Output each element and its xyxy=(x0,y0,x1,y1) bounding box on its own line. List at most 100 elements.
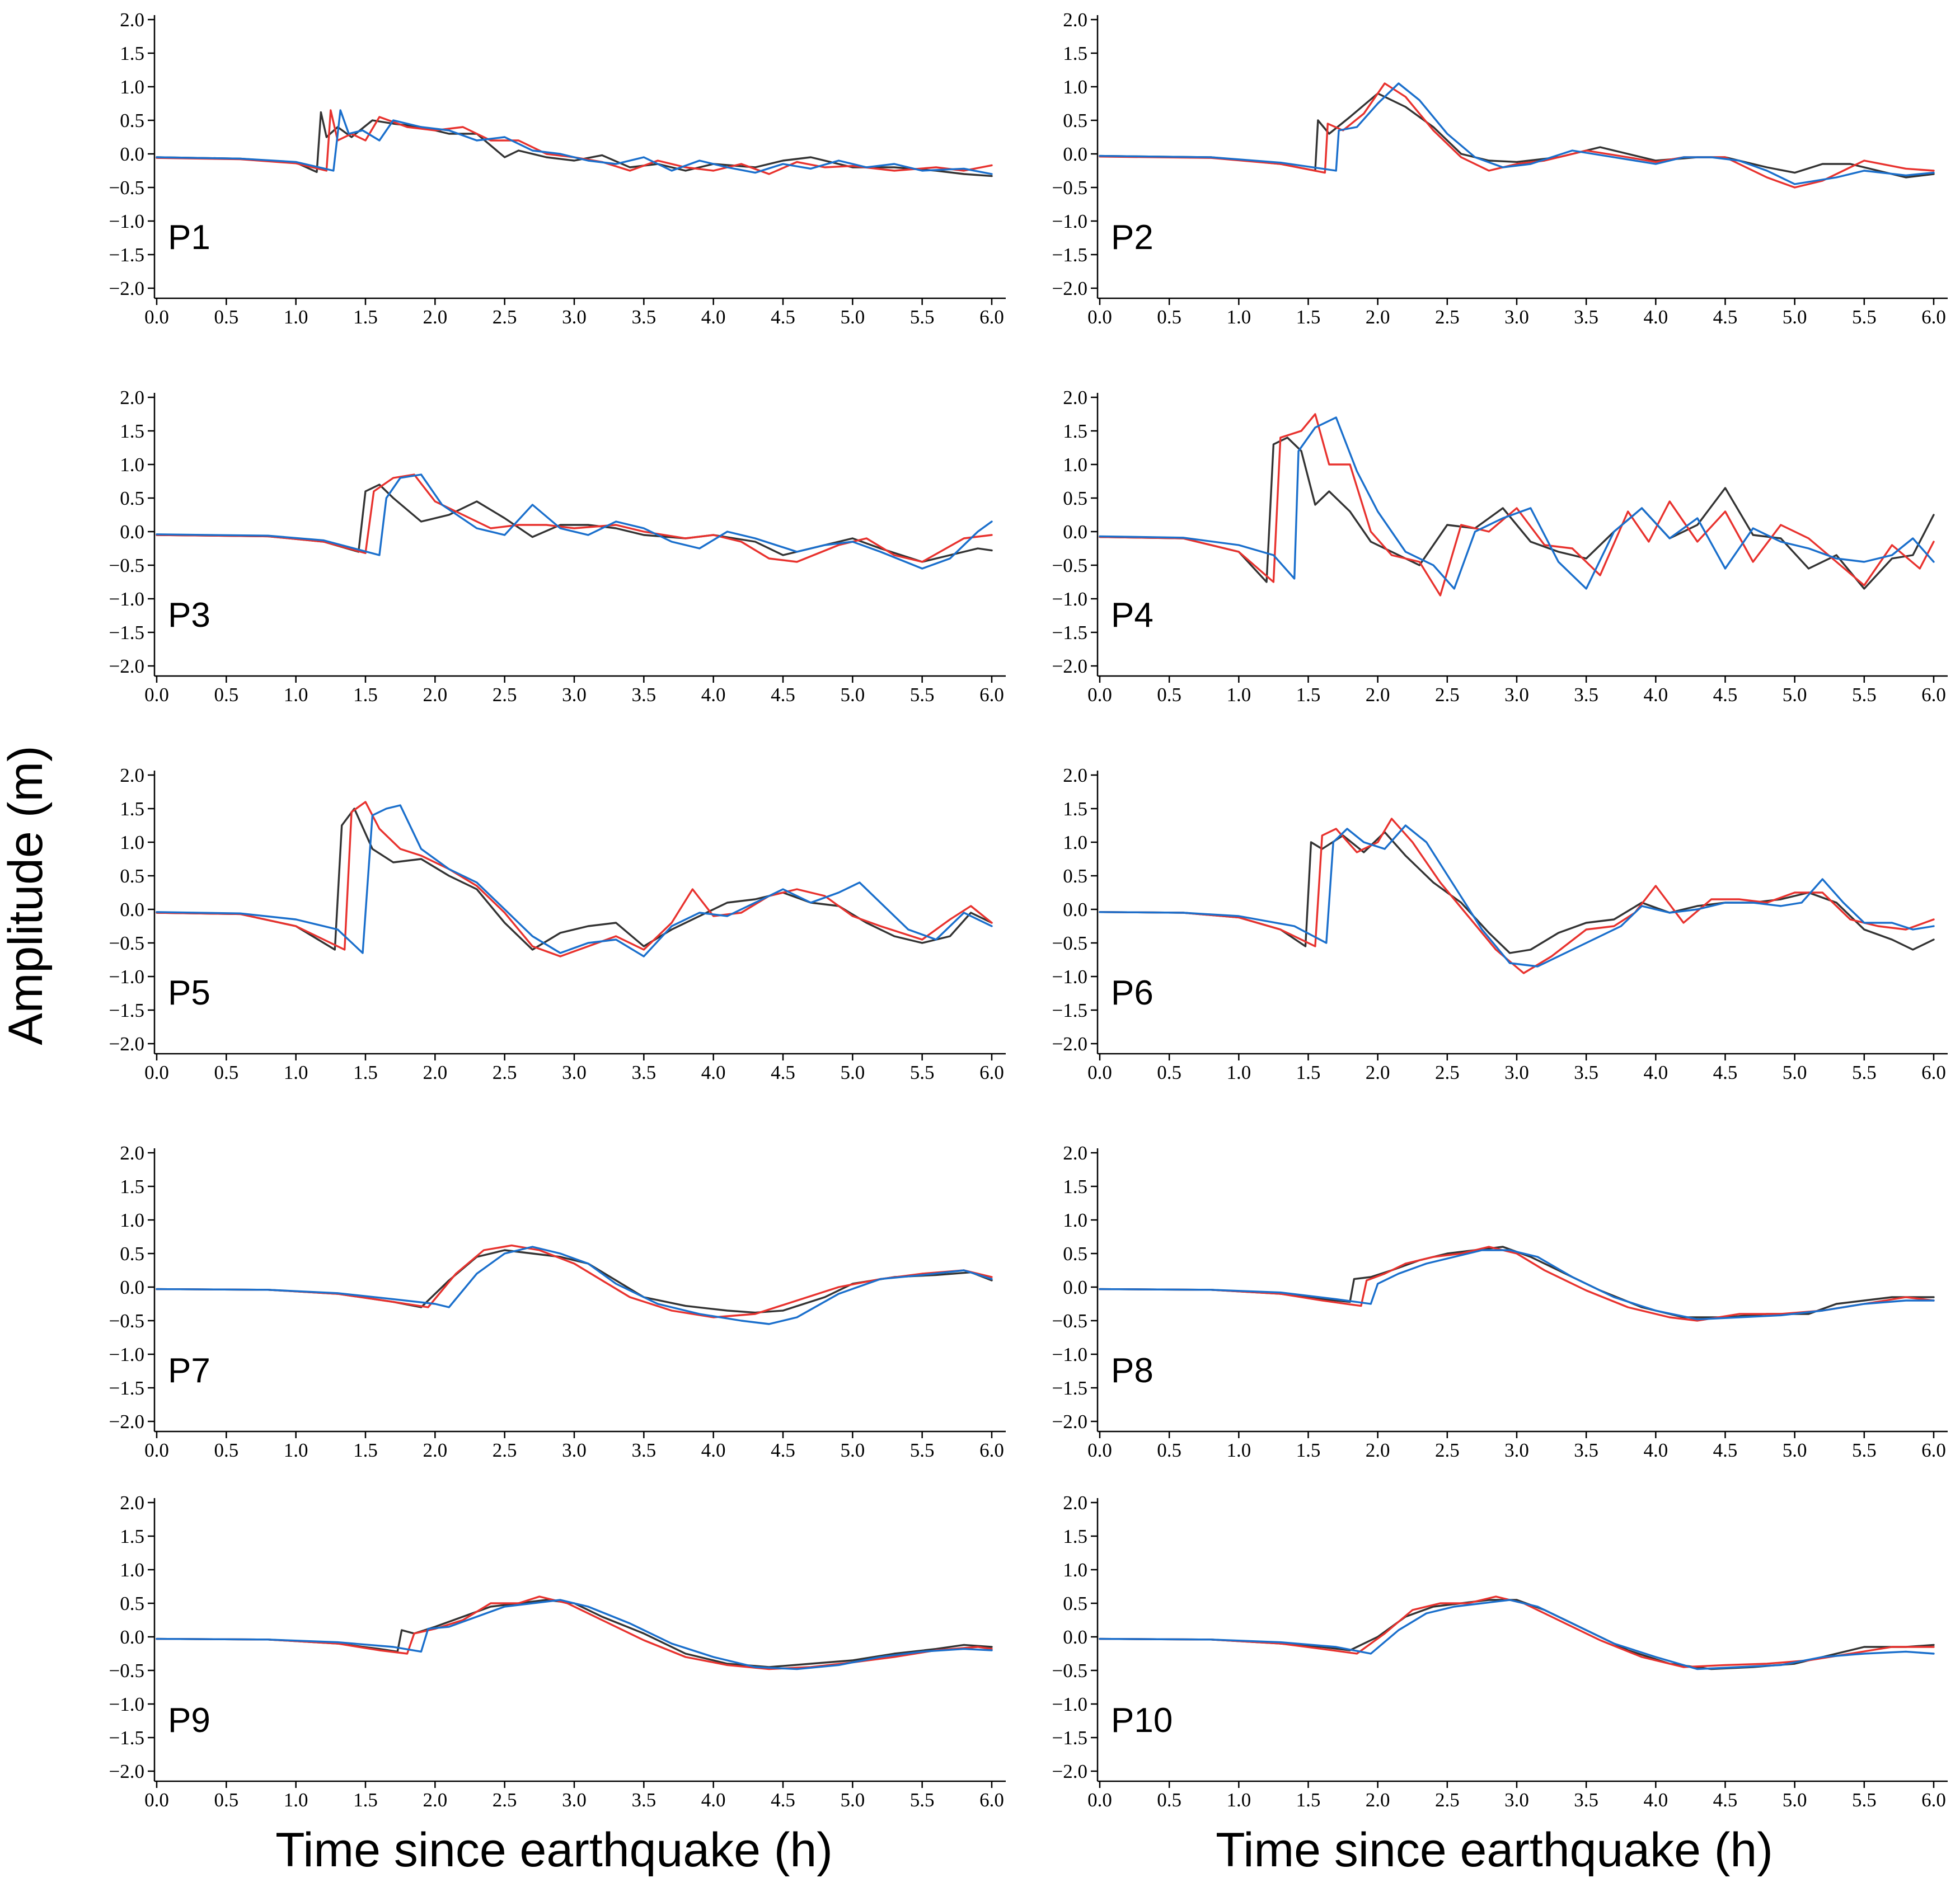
x-tick-label: 0.0 xyxy=(144,1439,169,1461)
x-tick-label: 4.0 xyxy=(1643,684,1668,706)
y-tick-label: 1.5 xyxy=(120,43,144,64)
y-tick-label: 1.5 xyxy=(120,798,144,820)
x-tick-label: 1.5 xyxy=(1296,684,1321,706)
x-tick-label: 2.0 xyxy=(423,1062,447,1083)
x-tick-label: 5.0 xyxy=(1783,306,1807,328)
x-tick-label: 0.5 xyxy=(1157,1062,1181,1083)
x-tick-label: 2.0 xyxy=(1366,1439,1390,1461)
y-tick-label: 0.0 xyxy=(1063,1276,1087,1298)
x-tick-label: 0.0 xyxy=(1087,1062,1112,1083)
y-tick-label: 1.5 xyxy=(1063,798,1087,820)
series-line-series-c xyxy=(1099,416,1935,590)
panel-label-p3: P3 xyxy=(168,596,210,635)
x-tick-label: 4.0 xyxy=(701,306,726,328)
y-tick-label: −0.5 xyxy=(1052,555,1088,576)
x-tick-label: 3.0 xyxy=(1504,1062,1529,1083)
x-tick-label: 3.5 xyxy=(631,684,656,706)
x-tick-label: 2.0 xyxy=(423,1439,447,1461)
x-axis-label-right: Time since earthquake (h) xyxy=(1216,1823,1773,1877)
x-tick-label: 1.5 xyxy=(1296,1439,1321,1461)
y-tick-label: 0.5 xyxy=(1063,487,1087,509)
x-tick-label: 5.5 xyxy=(910,306,935,328)
chart-panel-p3: 2.0 1.5 1.0 0.5 0.0 −0.5 −1.0 −1.5 −2.0 0.0 0.5 1.0… xyxy=(109,387,1006,706)
x-tick-label: 4.0 xyxy=(1643,306,1668,328)
y-tick-label: −1.0 xyxy=(109,588,145,610)
x-tick-label: 4.5 xyxy=(771,1062,795,1083)
y-tick-label: −2.0 xyxy=(109,1761,145,1782)
x-tick-label: 6.0 xyxy=(1921,684,1946,706)
y-tick-label: 0.0 xyxy=(1063,899,1087,921)
y-tick-label: 0.0 xyxy=(1063,1626,1087,1648)
y-axis-label: Amplitude (m) xyxy=(0,745,53,1045)
x-tick-label: 6.0 xyxy=(979,306,1004,328)
y-tick-label: 2.0 xyxy=(120,764,144,786)
x-tick-label: 4.5 xyxy=(771,1789,795,1811)
series-line-series-b xyxy=(1099,413,1935,597)
y-tick-label: 1.0 xyxy=(1063,76,1087,98)
y-tick-label: −0.5 xyxy=(1052,177,1088,199)
x-tick-label: 6.0 xyxy=(1921,1062,1946,1083)
x-tick-label: 2.0 xyxy=(423,684,447,706)
panel-label-p8: P8 xyxy=(1111,1351,1154,1390)
x-tick-label: 3.5 xyxy=(631,306,656,328)
series-line-series-b xyxy=(1099,818,1935,974)
chart-panel-p4: 2.0 1.5 1.0 0.5 0.0 −0.5 −1.0 −1.5 −2.0 0.0 0.5 1.0… xyxy=(1052,387,1948,706)
x-tick-label: 2.5 xyxy=(1435,306,1460,328)
x-tick-label: 1.0 xyxy=(284,684,308,706)
panel-label-p1: P1 xyxy=(168,218,210,257)
series-line-series-c xyxy=(1099,1249,1935,1321)
y-tick-label: 0.0 xyxy=(120,899,144,921)
x-tick-label: 1.0 xyxy=(1226,306,1251,328)
chart-panel-p6: 2.0 1.5 1.0 0.5 0.0 −0.5 −1.0 −1.5 −2.0 0.0 0.5 1.0… xyxy=(1052,764,1948,1083)
x-tick-label: 2.5 xyxy=(493,1062,517,1083)
y-tick-label: −1.0 xyxy=(109,210,145,232)
x-tick-label: 3.0 xyxy=(562,1439,587,1461)
x-tick-label: 2.5 xyxy=(493,1789,517,1811)
x-tick-label: 4.0 xyxy=(701,684,726,706)
series-line-series-b xyxy=(156,473,993,563)
y-tick-label: −1.0 xyxy=(1052,1344,1088,1365)
x-tick-label: 1.0 xyxy=(1226,1439,1251,1461)
x-tick-label: 2.5 xyxy=(493,1439,517,1461)
panel-label-p5: P5 xyxy=(168,974,210,1012)
x-tick-label: 0.0 xyxy=(1087,306,1112,328)
y-tick-label: −0.5 xyxy=(109,932,145,954)
x-tick-label: 4.5 xyxy=(1713,684,1738,706)
y-tick-label: −1.0 xyxy=(1052,1693,1088,1715)
x-tick-label: 3.0 xyxy=(1504,1789,1529,1811)
x-tick-label: 1.5 xyxy=(353,1439,378,1461)
y-tick-label: −1.0 xyxy=(1052,588,1088,610)
panel-label-p4: P4 xyxy=(1111,596,1154,635)
x-tick-label: 4.0 xyxy=(1643,1789,1668,1811)
x-tick-label: 6.0 xyxy=(1921,306,1946,328)
x-tick-label: 5.5 xyxy=(1852,684,1877,706)
x-tick-label: 1.0 xyxy=(284,306,308,328)
x-tick-label: 1.5 xyxy=(1296,1789,1321,1811)
x-tick-label: 0.0 xyxy=(1087,1439,1112,1461)
x-tick-label: 1.0 xyxy=(284,1439,308,1461)
y-tick-label: 1.0 xyxy=(120,1559,144,1581)
y-tick-label: −2.0 xyxy=(1052,1033,1088,1055)
x-tick-label: 1.0 xyxy=(1226,1789,1251,1811)
x-tick-label: 2.5 xyxy=(493,684,517,706)
y-tick-label: 2.0 xyxy=(120,9,144,31)
x-tick-label: 0.5 xyxy=(1157,306,1181,328)
y-tick-label: −1.5 xyxy=(109,999,145,1021)
x-tick-label: 2.5 xyxy=(1435,1789,1460,1811)
x-tick-label: 5.5 xyxy=(1852,1062,1877,1083)
series-line-series-a xyxy=(156,808,993,951)
y-tick-label: −1.5 xyxy=(109,622,145,644)
y-tick-label: −1.0 xyxy=(1052,966,1088,988)
x-tick-label: 3.5 xyxy=(631,1789,656,1811)
y-tick-label: 2.0 xyxy=(1063,1142,1087,1164)
y-tick-label: −1.0 xyxy=(109,966,145,988)
x-axis-label-left: Time since earthquake (h) xyxy=(275,1823,833,1877)
x-tick-label: 0.0 xyxy=(144,684,169,706)
y-tick-label: −2.0 xyxy=(109,655,145,677)
series-line-series-c xyxy=(1099,824,1935,968)
x-tick-label: 4.5 xyxy=(1713,1062,1738,1083)
y-tick-label: 1.5 xyxy=(1063,1176,1087,1198)
y-tick-label: −0.5 xyxy=(109,1660,145,1682)
x-tick-label: 1.5 xyxy=(1296,306,1321,328)
